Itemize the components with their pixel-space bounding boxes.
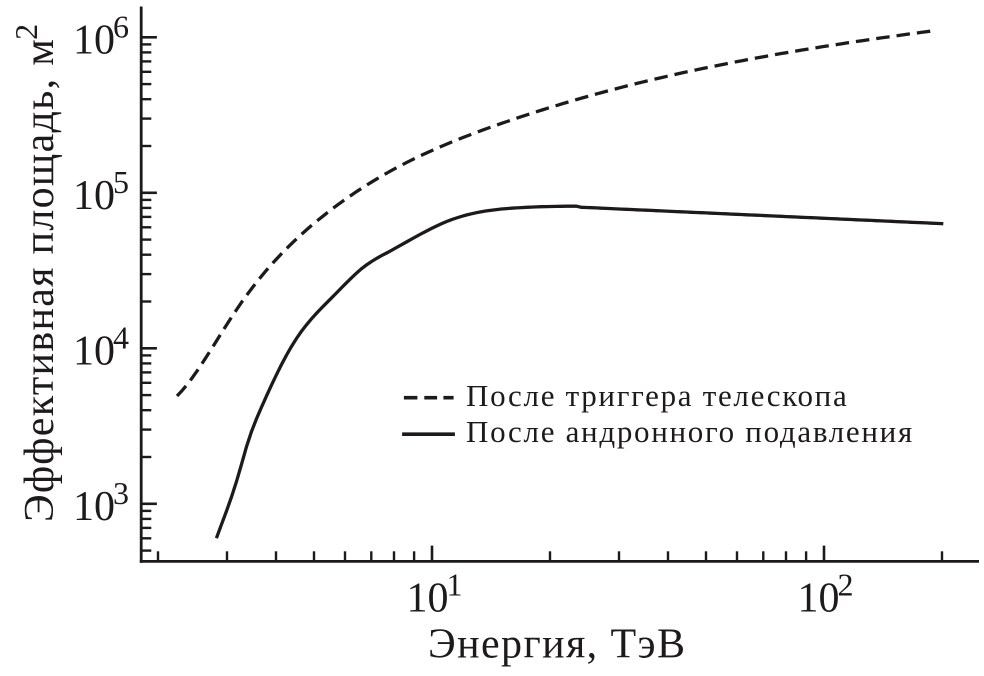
- svg-text:После триггера телескопа: После триггера телескопа: [466, 378, 848, 413]
- svg-text:Энергия, ТэВ: Энергия, ТэВ: [428, 621, 686, 667]
- svg-text:Эффективная площадь, м2: Эффективная площадь, м2: [8, 23, 63, 522]
- svg-text:После андронного подавления: После андронного подавления: [466, 414, 914, 449]
- svg-text:106: 106: [73, 8, 129, 63]
